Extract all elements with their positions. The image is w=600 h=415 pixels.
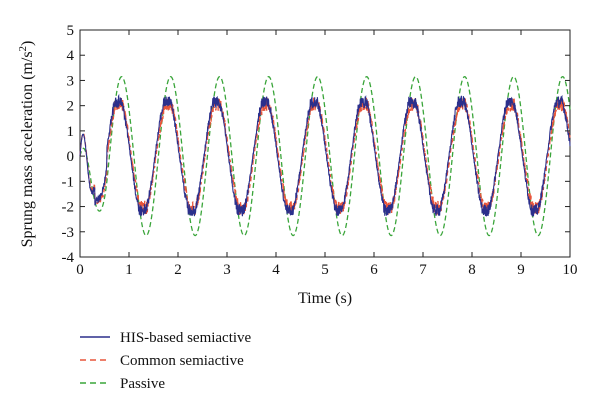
y-axis-label-close: ) bbox=[19, 41, 36, 46]
y-axis-label-exponent: 2 bbox=[17, 46, 29, 52]
x-tick-label: 3 bbox=[223, 262, 231, 278]
x-tick-label: 5 bbox=[321, 262, 329, 278]
legend-label-2: Passive bbox=[120, 376, 165, 392]
x-tick-label: 2 bbox=[174, 262, 182, 278]
x-tick-label: 8 bbox=[468, 262, 476, 278]
y-tick-label: 2 bbox=[67, 99, 75, 115]
legend-label-1: Common semiactive bbox=[120, 353, 244, 369]
y-tick-label: 3 bbox=[67, 73, 75, 89]
tick-layer: 0 1 2 3 4 5 6 7 8 9 10 -4 -3 -2 -1 0 1 2 3 4 5 bbox=[62, 23, 578, 278]
x-tick-label: 0 bbox=[76, 262, 84, 278]
x-tick-label: 6 bbox=[370, 262, 378, 278]
series-layer bbox=[79, 76, 571, 237]
series-line-2 bbox=[79, 76, 571, 237]
y-axis-label-main: Sprung mass acceleration (m/s bbox=[19, 51, 36, 247]
y-tick-label: 5 bbox=[67, 23, 75, 39]
x-tick-label: 1 bbox=[125, 262, 133, 278]
y-tick-label: -3 bbox=[62, 225, 75, 241]
legend: HIS-based semiactive Common semiactive Pas… bbox=[80, 330, 252, 392]
x-tick-label: 9 bbox=[517, 262, 525, 278]
y-tick-label: -2 bbox=[62, 200, 75, 216]
x-tick-label: 7 bbox=[419, 262, 427, 278]
y-tick-label: 0 bbox=[67, 149, 75, 165]
x-tick-label: 10 bbox=[563, 262, 578, 278]
y-tick-label: -1 bbox=[62, 174, 75, 190]
y-axis-label: Sprung mass acceleration (m/s2) bbox=[17, 41, 36, 248]
x-axis-label: Time (s) bbox=[298, 290, 352, 307]
y-tick-label: 4 bbox=[67, 48, 75, 64]
y-tick-label: -4 bbox=[62, 250, 75, 266]
x-tick-label: 4 bbox=[272, 262, 280, 278]
y-tick-label: 1 bbox=[67, 124, 75, 140]
legend-label-0: HIS-based semiactive bbox=[120, 330, 252, 346]
series-line-0 bbox=[79, 93, 571, 217]
